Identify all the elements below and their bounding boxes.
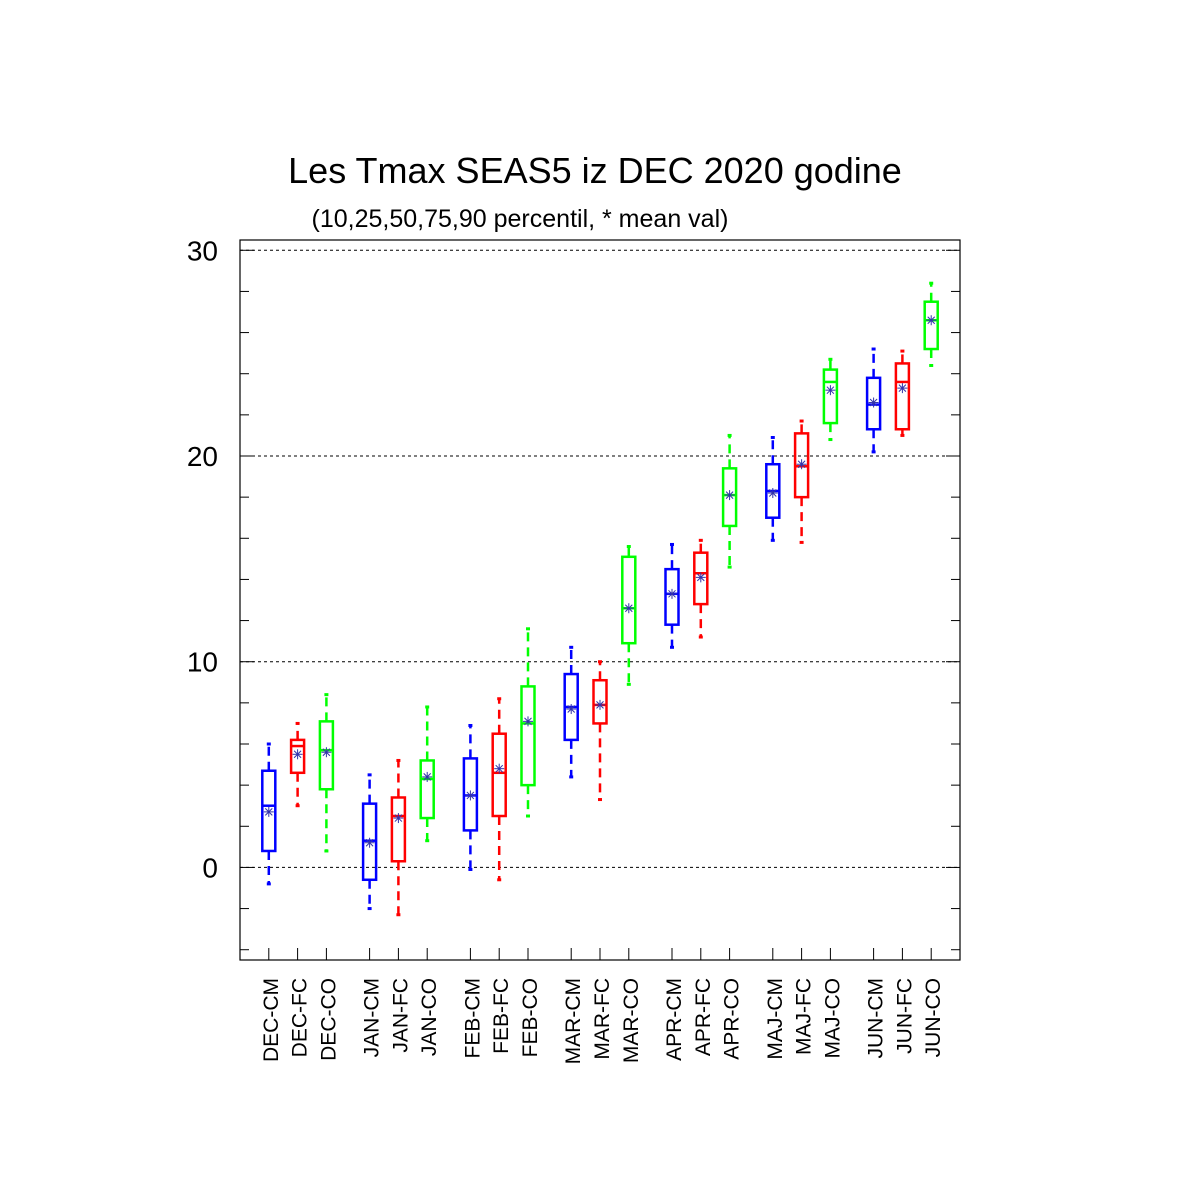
plot-frame xyxy=(239,239,961,961)
mean-marker xyxy=(566,704,577,715)
mean-marker xyxy=(523,716,533,727)
mean-marker xyxy=(465,790,476,801)
mean-marker xyxy=(364,837,375,848)
mean-marker xyxy=(796,459,807,470)
mean-marker xyxy=(494,763,505,774)
box xyxy=(664,567,680,626)
x-tick-label: FEB-CO xyxy=(519,978,542,1057)
mean-marker xyxy=(667,588,677,599)
chart-subtitle: (10,25,50,75,90 percentil, * mean val) xyxy=(312,205,729,233)
x-tick-label: DEC-CM xyxy=(260,978,283,1062)
mean-marker xyxy=(926,315,937,326)
axes: 0 10 20 30 xyxy=(187,235,961,961)
y-tick-label: 0 xyxy=(202,852,218,883)
y-tick-label: 30 xyxy=(187,235,218,266)
x-tick-label: JUN-FC xyxy=(893,978,916,1054)
mean-marker xyxy=(595,699,605,710)
x-tick-label: FEB-CM xyxy=(461,978,484,1059)
x-tick-label: MAJ-CO xyxy=(821,978,844,1059)
y-tick-label: 20 xyxy=(187,441,218,472)
y-tick-label: 10 xyxy=(187,647,218,678)
x-tick-label: JAN-CM xyxy=(361,978,384,1057)
mean-marker xyxy=(422,771,433,782)
mean-marker xyxy=(825,385,836,396)
x-tick-label: DEC-CO xyxy=(317,978,340,1061)
box xyxy=(289,738,306,775)
mean-marker xyxy=(623,603,634,614)
grid-lines xyxy=(240,249,960,868)
mean-marker xyxy=(897,383,908,394)
box xyxy=(419,759,435,820)
box xyxy=(822,368,839,425)
x-tick-label: JAN-FC xyxy=(389,978,412,1053)
x-tick-label: MAJ-CM xyxy=(764,978,787,1060)
box xyxy=(390,796,407,863)
box xyxy=(923,300,939,351)
mean-marker xyxy=(724,490,735,501)
box xyxy=(318,720,335,791)
mean-marker xyxy=(695,572,706,583)
x-tick-label: MAJ-FC xyxy=(793,978,816,1055)
x-tick-labels: DEC-CM DEC-FC DEC-CO JAN-CM JAN-FC JAN-CO FEB-… xyxy=(260,978,945,1064)
mean-marker xyxy=(767,488,778,499)
mean-marker xyxy=(321,747,332,758)
x-tick-label: APR-CM xyxy=(663,978,686,1061)
box xyxy=(261,769,277,853)
box xyxy=(491,732,507,818)
x-tick-label: JUN-CO xyxy=(922,978,945,1057)
box xyxy=(592,678,608,725)
chart-title: Les Tmax SEAS5 iz DEC 2020 godine xyxy=(288,150,902,191)
box xyxy=(621,555,637,645)
box xyxy=(721,467,738,528)
x-tick-label: MAR-CO xyxy=(620,978,643,1063)
boxes xyxy=(261,281,939,917)
mean-marker xyxy=(292,749,303,760)
mean-marker xyxy=(393,813,404,824)
box xyxy=(520,685,536,787)
x-tick-label: DEC-FC xyxy=(289,978,312,1057)
box xyxy=(894,362,911,431)
x-tick-label: MAR-FC xyxy=(591,978,614,1060)
x-tick-label: JAN-CO xyxy=(418,978,441,1056)
x-tick-label: MAR-CM xyxy=(562,978,585,1064)
mean-marker xyxy=(868,397,879,408)
x-tick-label: FEB-FC xyxy=(490,978,513,1054)
x-tick-label: APR-CO xyxy=(721,978,744,1060)
box xyxy=(693,551,709,606)
mean-marker xyxy=(263,806,274,817)
x-tick-label: JUN-CM xyxy=(865,978,888,1058)
x-tick-label: APR-FC xyxy=(692,978,715,1056)
